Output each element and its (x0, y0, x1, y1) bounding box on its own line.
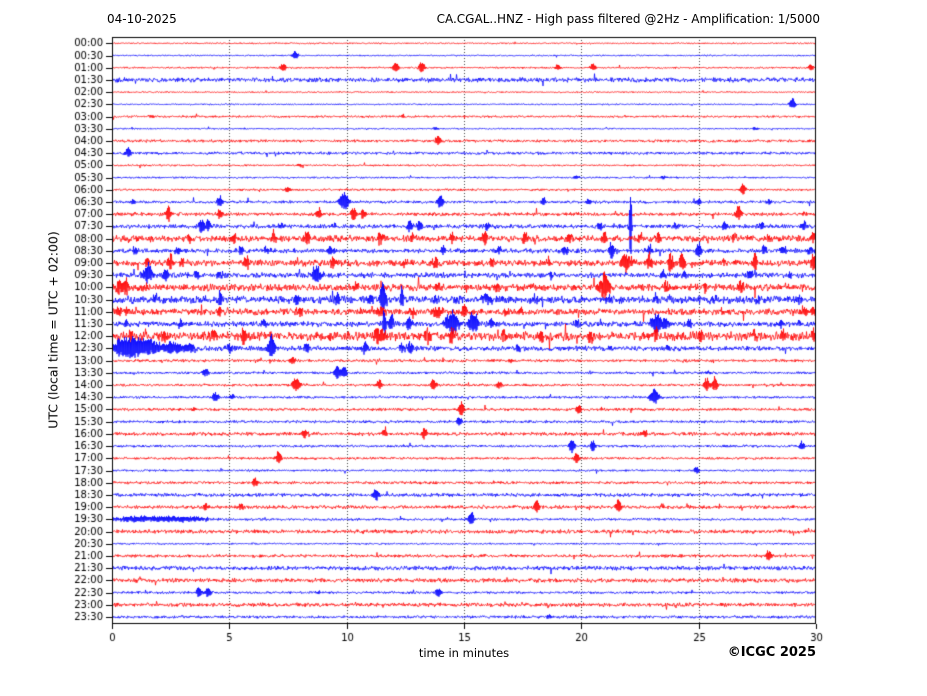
plot-main-title: CA.CGAL..HNZ - High pass filtered @2Hz -… (436, 12, 820, 26)
x-axis-label: time in minutes (418, 646, 510, 660)
copyright-text: ©ICGC 2025 (727, 645, 816, 660)
y-axis-label: UTC (local time = UTC + 02:00) (45, 231, 61, 429)
plot-date-title: 04-10-2025 (107, 12, 177, 26)
